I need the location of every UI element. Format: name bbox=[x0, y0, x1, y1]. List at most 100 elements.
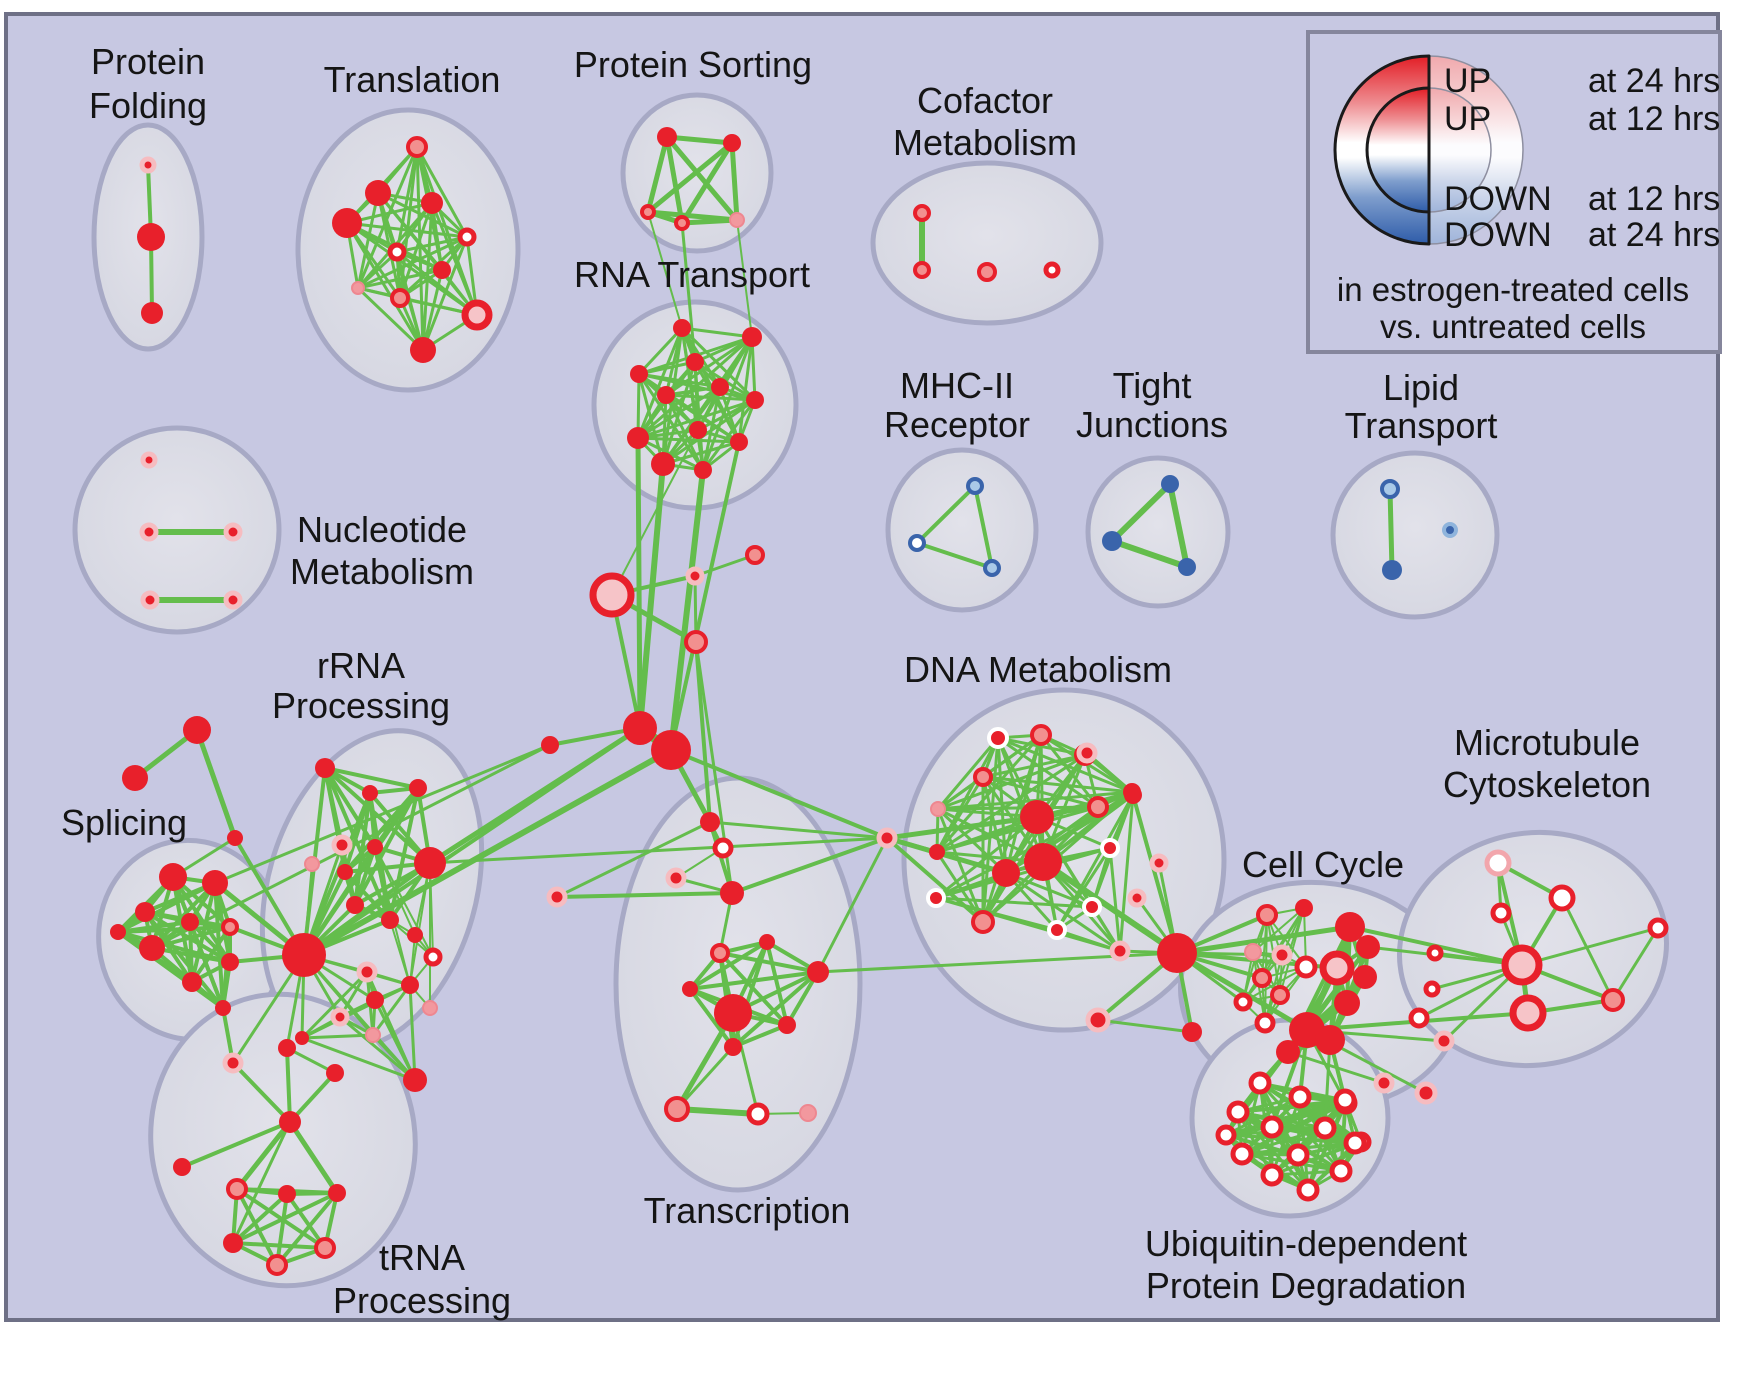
edge bbox=[680, 326, 754, 339]
node-red bbox=[1024, 843, 1062, 881]
node-red bbox=[282, 933, 326, 977]
node-redPinkBig bbox=[1319, 950, 1355, 986]
node-red bbox=[403, 1068, 427, 1092]
node-red bbox=[346, 896, 364, 914]
node-redWhite bbox=[1313, 1116, 1337, 1140]
node-red bbox=[720, 881, 744, 905]
legend-caption-line: vs. untreated cells bbox=[1380, 308, 1646, 345]
edge bbox=[1167, 481, 1190, 570]
edge bbox=[737, 335, 754, 444]
edge bbox=[300, 970, 369, 1040]
cluster-label-microtubule-cytoskeleton: Microtubule bbox=[1454, 722, 1640, 763]
node-red bbox=[1356, 935, 1380, 959]
node-red bbox=[541, 736, 559, 754]
node-red bbox=[328, 1184, 346, 1202]
node-red bbox=[433, 261, 451, 279]
cluster-label-protein-folding: Protein bbox=[91, 41, 205, 82]
edge bbox=[611, 429, 699, 596]
edge bbox=[636, 385, 722, 440]
node-redWhite bbox=[1286, 1143, 1310, 1167]
edge bbox=[116, 930, 232, 964]
node-pinkHalo bbox=[223, 590, 243, 610]
node-redWhite bbox=[1426, 944, 1444, 962]
cluster-ellipse-lipid-transport bbox=[1330, 450, 1500, 620]
node-redPink bbox=[971, 910, 995, 934]
edge bbox=[1004, 871, 1094, 909]
node-red bbox=[221, 953, 239, 971]
node-pinkWhite bbox=[1484, 849, 1512, 877]
node-redPink bbox=[684, 630, 708, 654]
node-redWhite bbox=[746, 1102, 770, 1126]
node-red bbox=[326, 1064, 344, 1082]
edge bbox=[934, 896, 1094, 909]
cluster-label-ubiquitin-degradation: Protein Degradation bbox=[1146, 1265, 1466, 1306]
cluster-ellipse-cofactor-metabolism bbox=[870, 160, 1104, 326]
edge bbox=[555, 820, 712, 899]
edge bbox=[235, 1187, 279, 1267]
edge bbox=[688, 940, 769, 991]
node-blue bbox=[1161, 475, 1179, 493]
edge bbox=[1560, 896, 1615, 1002]
node-blue bbox=[1102, 531, 1122, 551]
edge bbox=[637, 372, 757, 402]
edge bbox=[610, 593, 642, 730]
node-redPink bbox=[1252, 968, 1272, 988]
edge bbox=[430, 201, 444, 272]
edge bbox=[664, 385, 722, 397]
edge bbox=[231, 1061, 292, 1124]
node-pinkHalo bbox=[1085, 1007, 1111, 1033]
edge bbox=[428, 836, 889, 865]
legend-time-label: at 12 hrs bbox=[1588, 100, 1720, 138]
cluster-label-protein-sorting: Protein Sorting bbox=[574, 44, 812, 85]
cluster-label-cell-cycle: Cell Cycle bbox=[1242, 844, 1404, 885]
edge bbox=[708, 820, 889, 840]
edge bbox=[669, 440, 741, 752]
edge bbox=[915, 484, 977, 545]
legend-direction-label: DOWN bbox=[1444, 216, 1552, 254]
node-red bbox=[410, 337, 436, 363]
edge bbox=[302, 726, 642, 957]
node-redPink bbox=[674, 215, 690, 231]
edge bbox=[421, 235, 469, 352]
node-red bbox=[332, 208, 362, 238]
node-blueRing bbox=[1380, 479, 1400, 499]
edge bbox=[664, 335, 754, 397]
edge bbox=[934, 846, 1112, 900]
node-pinkHalo bbox=[330, 1007, 350, 1027]
node-whiteRing bbox=[1047, 920, 1067, 940]
node-red bbox=[181, 913, 199, 931]
edge bbox=[694, 640, 712, 824]
node-redWhite bbox=[1423, 980, 1441, 998]
edge bbox=[180, 1120, 292, 1169]
edge bbox=[1109, 481, 1173, 544]
node-red bbox=[159, 863, 187, 891]
edge bbox=[973, 484, 994, 570]
node-redWhite bbox=[1296, 1178, 1320, 1202]
edge bbox=[395, 250, 479, 317]
edge bbox=[636, 326, 684, 440]
edge bbox=[664, 393, 757, 402]
node-pinkHalo bbox=[1109, 940, 1131, 962]
node-pink bbox=[799, 1104, 817, 1122]
edge bbox=[1270, 1095, 1302, 1177]
network-nodes bbox=[110, 127, 1669, 1276]
edge bbox=[935, 775, 985, 854]
node-red bbox=[630, 365, 648, 383]
node-pink bbox=[422, 1000, 438, 1016]
node-red bbox=[202, 870, 228, 896]
node-pinkHalo bbox=[1076, 742, 1098, 764]
cluster-label-ubiquitin-degradation: Ubiquitin-dependent bbox=[1145, 1223, 1467, 1264]
node-redPink bbox=[977, 262, 997, 282]
node-redWhite bbox=[1408, 1007, 1430, 1029]
edge bbox=[1258, 1081, 1310, 1192]
node-redPink bbox=[226, 1178, 248, 1200]
node-red bbox=[365, 180, 391, 206]
edge bbox=[680, 221, 697, 364]
node-redPink bbox=[745, 545, 765, 565]
node-red bbox=[278, 1039, 296, 1057]
node-red bbox=[673, 319, 691, 337]
edge bbox=[679, 217, 740, 226]
node-redPink bbox=[640, 204, 656, 220]
edge bbox=[323, 766, 377, 849]
edge bbox=[190, 925, 232, 984]
